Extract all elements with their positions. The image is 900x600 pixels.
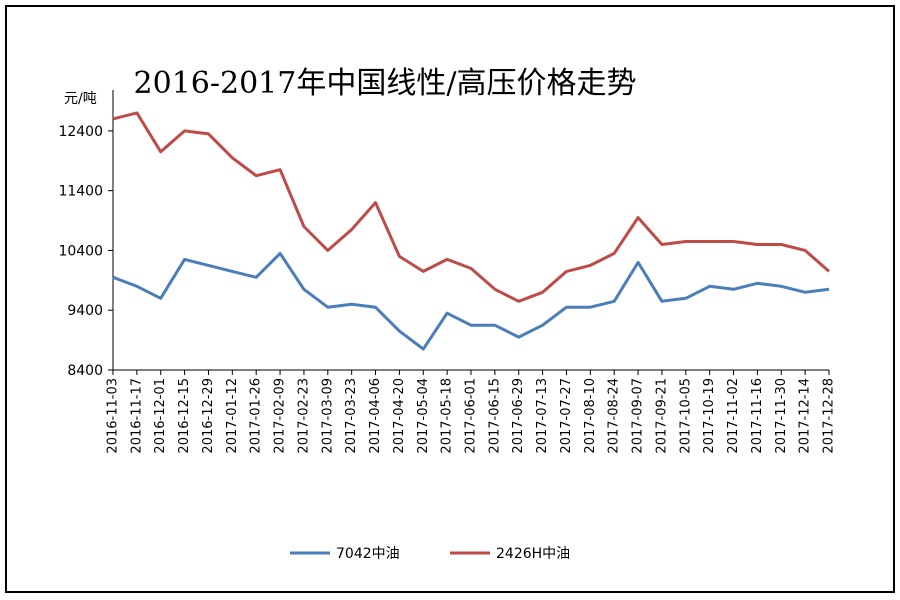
- x-tick-label: 2017-12-14: [798, 378, 813, 454]
- x-tick-label: 2017-10-05: [678, 378, 693, 454]
- x-tick-label: 2017-02-09: [273, 378, 288, 454]
- x-tick-label: 2016-12-29: [201, 378, 216, 454]
- legend: 7042中油 2426H中油: [290, 546, 570, 562]
- x-tick-label: 2016-12-15: [177, 378, 192, 454]
- x-tick-label: 2016-11-17: [129, 378, 144, 454]
- x-tick-label: 2017-02-23: [296, 378, 311, 454]
- y-tick-label: 8400: [67, 363, 103, 379]
- x-tick-label: 2017-04-20: [392, 378, 407, 454]
- x-tick-label: 2017-01-26: [249, 378, 264, 454]
- x-tick-label: 2017-11-30: [774, 378, 789, 454]
- series-line-2: [112, 111, 830, 303]
- x-tick-label: 2017-11-02: [726, 378, 741, 454]
- chart-title: 2016-2017年中国线性/高压价格走势: [134, 66, 637, 101]
- x-tick-label: 2017-12-28: [822, 378, 837, 454]
- x-tick-label: 2016-11-03: [106, 378, 121, 454]
- x-tick-label: 2017-09-21: [654, 378, 669, 454]
- x-tick-label: 2016-12-01: [153, 378, 168, 454]
- y-axis-ticks: 8400 9400 10400 11400 12400: [58, 124, 113, 379]
- x-tick-label: 2017-06-15: [487, 378, 502, 454]
- x-tick-label: 2017-07-27: [559, 378, 574, 454]
- series-line-1: [112, 251, 830, 351]
- chart-border: [5, 5, 895, 593]
- y-tick-label: 12400: [58, 124, 103, 140]
- x-tick-label: 2017-03-09: [320, 378, 335, 454]
- x-tick-label: 2017-05-04: [416, 378, 431, 454]
- x-tick-label: 2017-11-16: [750, 378, 765, 454]
- x-tick-label: 2017-08-10: [583, 378, 598, 454]
- x-tick-label: 2017-06-29: [511, 378, 526, 454]
- x-tick-label: 2017-06-01: [464, 378, 479, 454]
- x-tick-label: 2017-10-19: [702, 378, 717, 454]
- x-tick-label: 2017-01-12: [225, 378, 240, 454]
- legend-label-2: 2426H中油: [496, 546, 570, 562]
- x-tick-label: 2017-04-06: [368, 378, 383, 454]
- y-tick-label: 9400: [67, 303, 103, 319]
- x-tick-label: 2017-07-13: [535, 378, 550, 454]
- x-tick-label: 2017-08-24: [607, 378, 622, 454]
- x-tick-label: 2017-03-23: [344, 378, 359, 454]
- y-tick-label: 11400: [58, 184, 103, 200]
- x-tick-label: 2017-05-18: [440, 378, 455, 454]
- y-tick-label: 10400: [58, 243, 103, 259]
- legend-label-1: 7042中油: [336, 546, 400, 562]
- y-axis-label: 元/吨: [64, 91, 97, 107]
- series-lines: [112, 111, 830, 351]
- x-tick-label: 2017-09-07: [631, 378, 646, 454]
- x-axis-ticks: 2016-11-03 2016-11-17 2016-12-01 2016-12-15…: [106, 370, 837, 454]
